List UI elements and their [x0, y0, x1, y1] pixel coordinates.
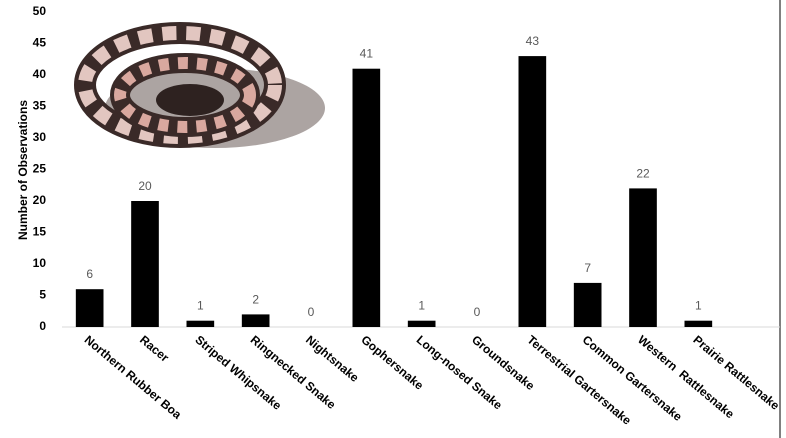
- x-tick-label: Western Rattlesnake: [635, 333, 737, 422]
- bar: [407, 320, 436, 327]
- value-label: 1: [418, 299, 425, 313]
- value-label: 2: [252, 292, 259, 306]
- y-tick-label: 10: [33, 256, 47, 270]
- y-tick-label: 50: [33, 4, 47, 18]
- y-tick-label: 20: [33, 193, 47, 207]
- bar: [131, 201, 159, 327]
- bar: [573, 282, 602, 327]
- y-tick-label: 30: [33, 130, 47, 144]
- bar: [352, 68, 381, 327]
- y-tick-label: 0: [39, 319, 46, 333]
- value-label: 41: [360, 47, 374, 61]
- bar: [75, 289, 104, 327]
- x-tick-label: Common Gartersnake: [580, 333, 685, 425]
- value-label: 7: [584, 261, 591, 275]
- snake-illustration: [74, 22, 325, 148]
- bar: [186, 320, 215, 327]
- y-axis-label: Number of Observations: [16, 100, 30, 240]
- y-tick-label: 25: [33, 162, 47, 176]
- value-label: 1: [695, 299, 702, 313]
- value-label: 0: [474, 305, 481, 319]
- bar: [518, 56, 547, 327]
- y-tick-label: 5: [39, 288, 46, 302]
- bar: [241, 314, 270, 327]
- y-tick-label: 40: [33, 67, 47, 81]
- value-label: 0: [308, 305, 315, 319]
- value-label: 43: [526, 34, 540, 48]
- y-tick-label: 15: [33, 225, 47, 239]
- bar: [629, 188, 657, 327]
- y-tick-label: 35: [33, 99, 47, 113]
- x-tick-label: Northern Rubber Boa: [82, 333, 185, 422]
- x-tick-label: Terrestrial Gartersnake: [524, 333, 634, 428]
- value-label: 6: [86, 267, 93, 281]
- x-tick-label: Nightsnake: [303, 333, 362, 386]
- value-label: 22: [636, 166, 650, 180]
- y-tick-label: 45: [33, 36, 47, 50]
- bar: [684, 320, 713, 327]
- x-tick-label: Racer: [137, 333, 172, 365]
- value-label: 20: [138, 179, 152, 193]
- value-label: 1: [197, 299, 204, 313]
